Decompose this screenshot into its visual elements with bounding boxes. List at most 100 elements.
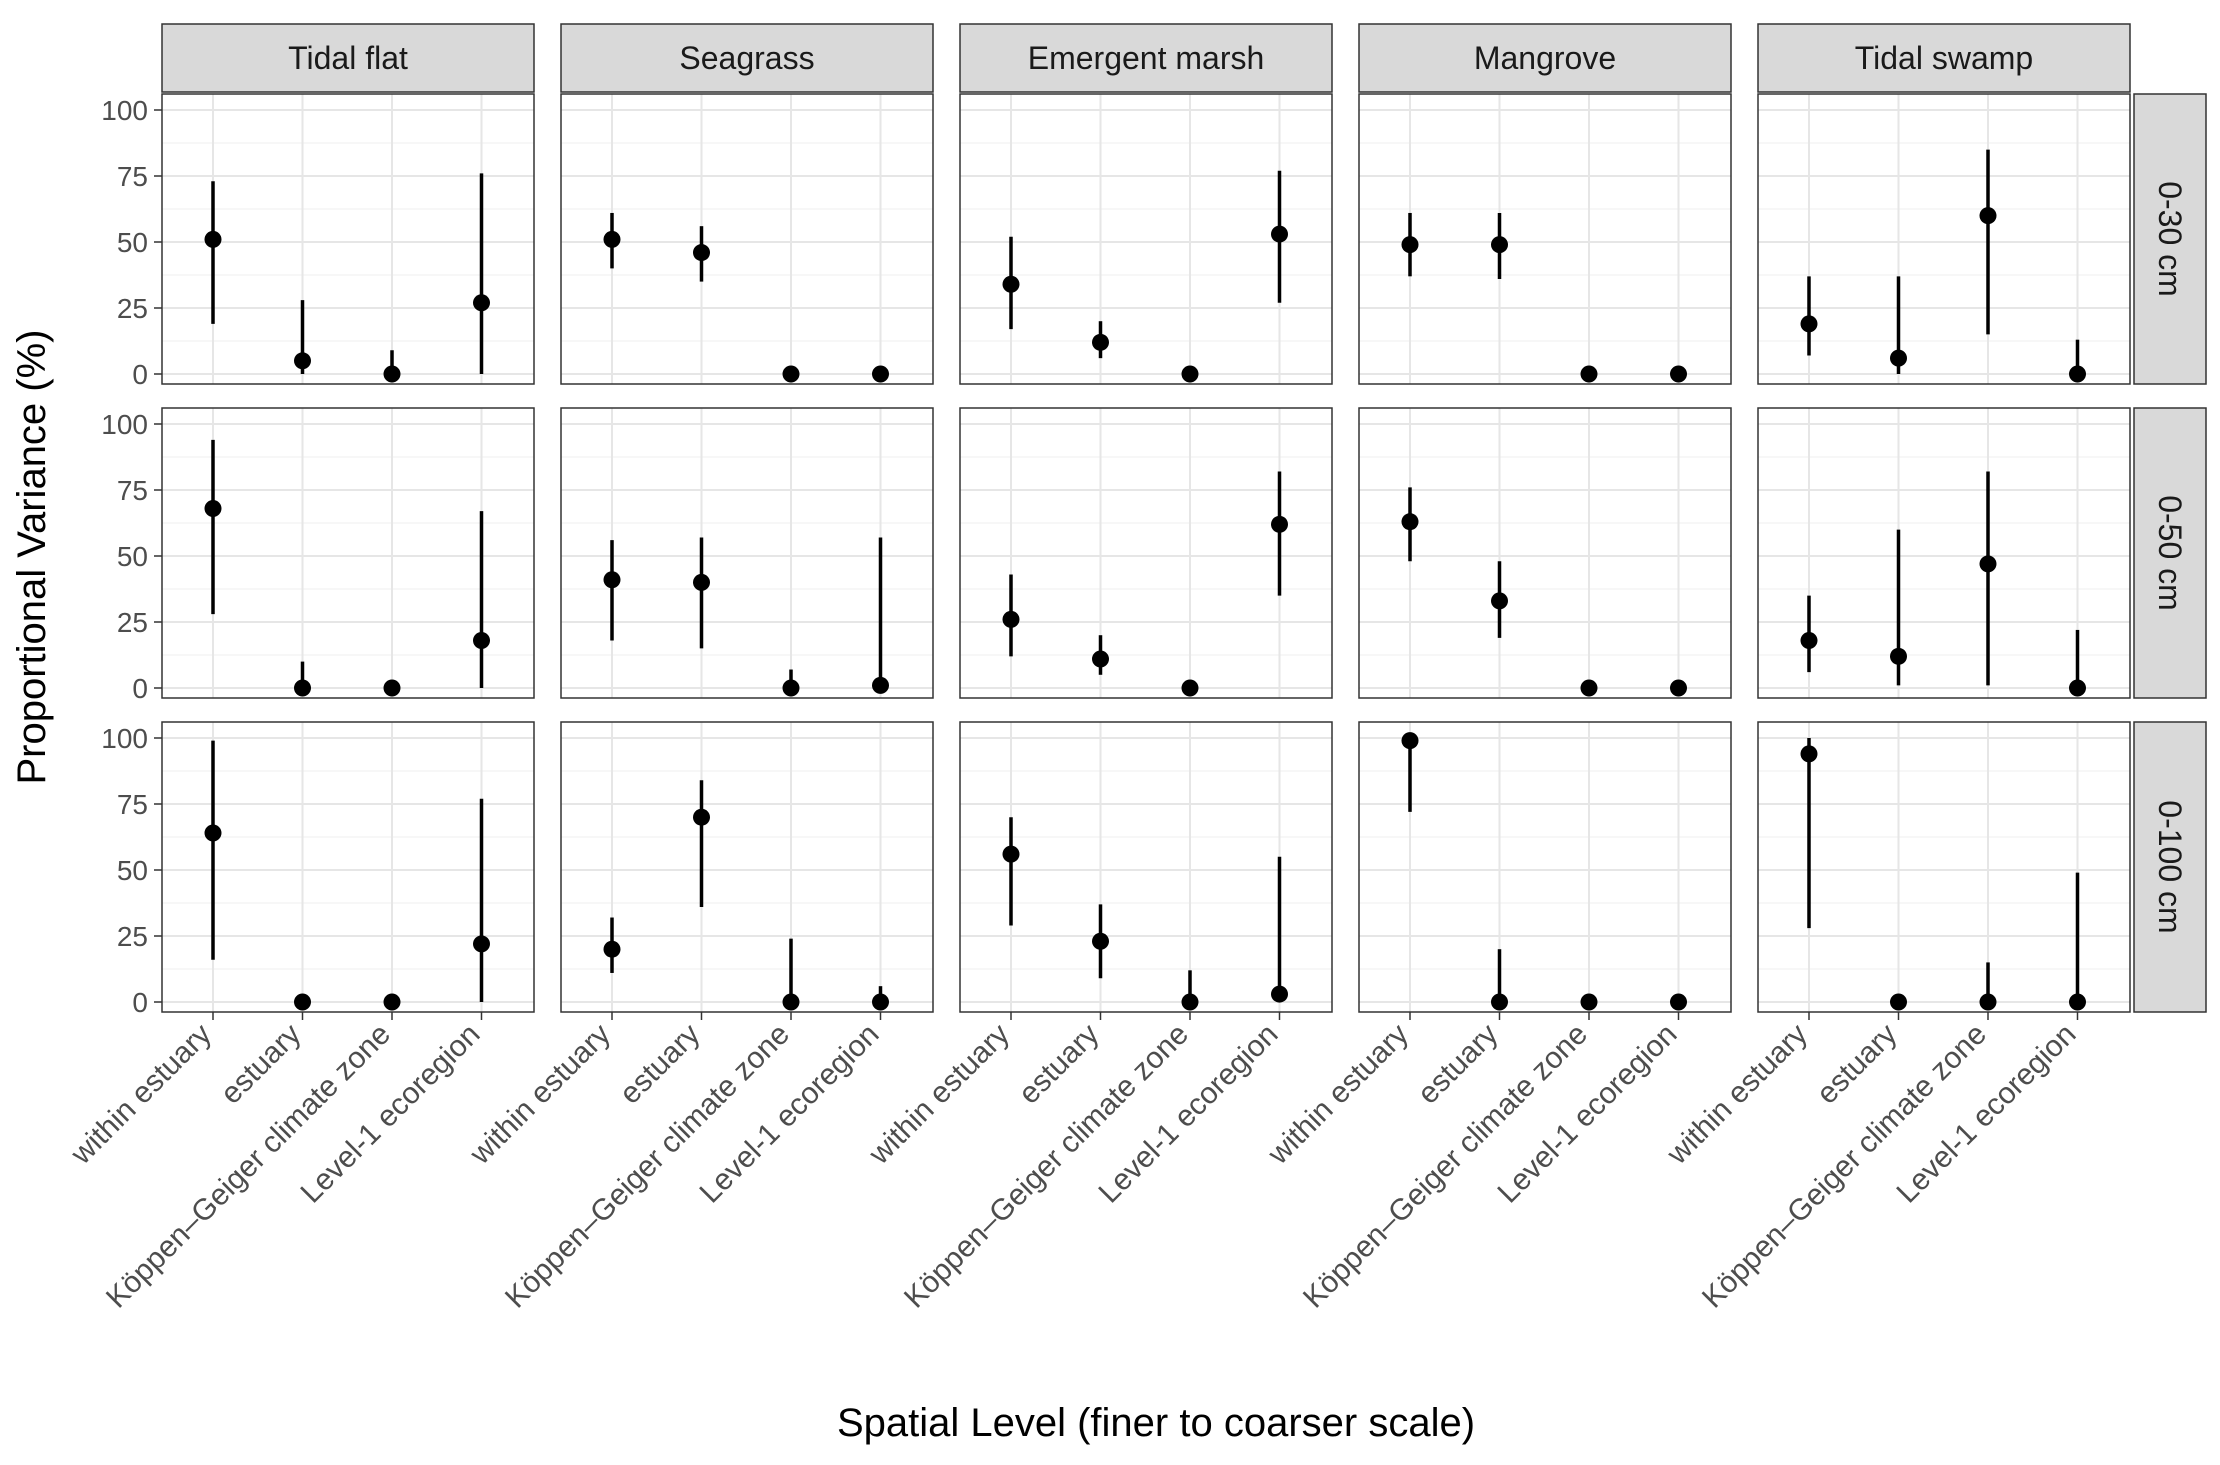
y-tick-label: 100 [101, 95, 148, 126]
data-point [693, 808, 710, 826]
panel-border [560, 407, 934, 699]
panel-background [960, 722, 1332, 1012]
panel-background [162, 408, 534, 698]
column-strip-label: Mangrove [1474, 40, 1616, 76]
data-point [1800, 315, 1818, 333]
y-tick-label: 100 [101, 409, 148, 440]
data-point [782, 679, 800, 697]
panel-background [1758, 408, 2130, 698]
facet-panel [161, 93, 535, 385]
facet-panel [1757, 93, 2131, 385]
data-point [1800, 745, 1818, 763]
panel-border [1358, 93, 1732, 385]
panel-background [561, 408, 933, 698]
row-strip [2133, 407, 2207, 699]
panel-border [1757, 721, 2131, 1013]
panel-background [561, 94, 933, 384]
panel-background [162, 722, 534, 1012]
data-point [2069, 365, 2086, 383]
data-point [782, 993, 800, 1011]
data-point [693, 244, 710, 262]
data-point [2069, 993, 2086, 1011]
data-point [1979, 993, 1997, 1011]
row-strip [2133, 721, 2207, 1013]
data-point [294, 993, 311, 1011]
data-point [473, 631, 490, 649]
data-point [204, 824, 222, 842]
y-tick-label: 50 [117, 227, 148, 258]
data-point [1890, 349, 1907, 367]
x-tick-label: within estuary [64, 1018, 218, 1172]
y-tick-label: 75 [117, 475, 148, 506]
facet-panel [1358, 721, 1732, 1013]
panel-border [959, 407, 1333, 699]
data-point [383, 679, 401, 697]
data-point [1670, 679, 1687, 697]
panel-border [959, 93, 1333, 385]
facet-grid: Tidal flat Seagrass Emergent marsh Mangrove… [64, 23, 2207, 1315]
data-point [1580, 365, 1598, 383]
data-point [1580, 993, 1598, 1011]
facet-panel [560, 93, 934, 385]
facet-panel [1757, 721, 2131, 1013]
data-point [1670, 993, 1687, 1011]
column-strip-label: Tidal flat [288, 40, 408, 76]
data-point [473, 294, 490, 312]
column-strip [161, 23, 535, 93]
panel-border [161, 721, 535, 1013]
panel-border [1757, 407, 2131, 699]
data-point [782, 365, 800, 383]
x-tick-label: within estuary [1660, 1018, 1814, 1172]
data-point [1401, 732, 1419, 750]
panel-border [959, 721, 1333, 1013]
y-tick-label: 25 [117, 607, 148, 638]
x-tick-label: within estuary [862, 1018, 1016, 1172]
data-point [1979, 555, 1997, 573]
data-point [1890, 993, 1907, 1011]
row-strip-label: 0-100 cm [2152, 800, 2188, 933]
data-point [1580, 679, 1598, 697]
panel-background [561, 722, 933, 1012]
y-tick-label: 0 [132, 673, 148, 704]
panel-background [1758, 722, 2130, 1012]
column-strip-label: Tidal swamp [1855, 40, 2033, 76]
column-strip [1757, 23, 2131, 93]
data-point [1401, 513, 1419, 531]
column-strip [959, 23, 1333, 93]
data-point [1092, 932, 1109, 950]
row-strip-label: 0-30 cm [2152, 181, 2188, 297]
data-point [1271, 225, 1288, 243]
data-point [1181, 679, 1199, 697]
y-tick-label: 25 [117, 293, 148, 324]
x-axis-title: Spatial Level (finer to coarser scale) [837, 1401, 1475, 1445]
panel-border [1358, 721, 1732, 1013]
data-point [2069, 679, 2086, 697]
panel-border [1757, 93, 2131, 385]
data-point [1890, 647, 1907, 665]
data-point [693, 573, 710, 591]
column-strip [560, 23, 934, 93]
column-strip-label: Emergent marsh [1028, 40, 1265, 76]
facet-panel [1757, 407, 2131, 699]
data-point [872, 365, 889, 383]
panel-border [560, 93, 934, 385]
data-point [1491, 236, 1508, 254]
data-point [603, 940, 621, 958]
y-tick-label: 50 [117, 541, 148, 572]
data-point [1002, 275, 1020, 293]
facet-panel [1358, 93, 1732, 385]
panel-background [960, 94, 1332, 384]
data-point [603, 571, 621, 589]
x-tick-label: within estuary [463, 1018, 617, 1172]
data-point [204, 499, 222, 517]
facet-panel [560, 721, 934, 1013]
data-point [1670, 365, 1687, 383]
data-point [473, 935, 490, 953]
data-point [603, 230, 621, 248]
panel-background [960, 408, 1332, 698]
data-point [1181, 993, 1199, 1011]
panel-border [161, 93, 535, 385]
facet-panel [959, 721, 1333, 1013]
y-tick-label: 25 [117, 921, 148, 952]
